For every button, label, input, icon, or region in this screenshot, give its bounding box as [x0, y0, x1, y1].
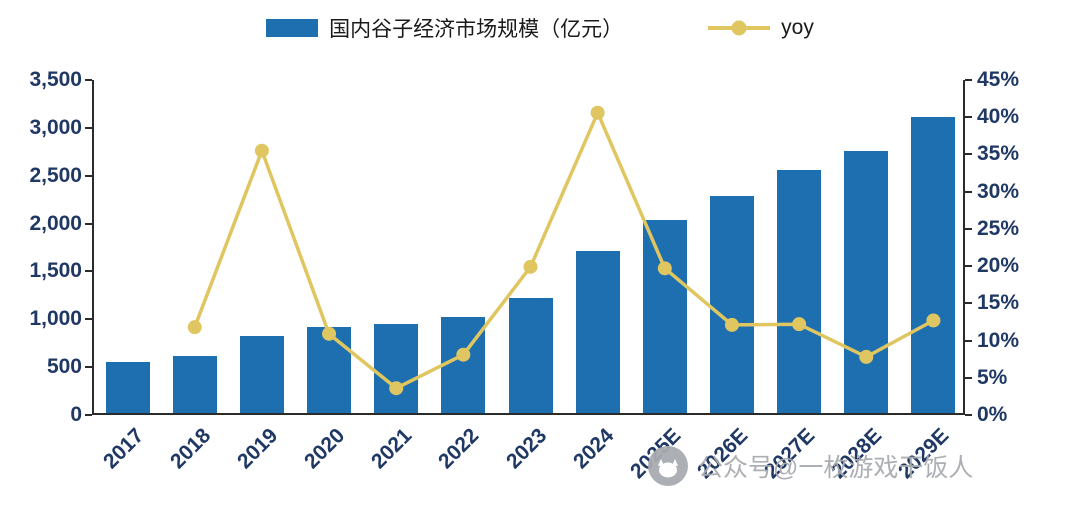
yoy-point-2019: [254, 143, 269, 158]
x-tick-label-2023: 2023: [501, 424, 551, 474]
yoy-line-series: [187, 105, 941, 396]
y-right-tick-label: 15%: [977, 291, 1020, 315]
x-tick-label-2019: 2019: [232, 424, 283, 474]
y-right-tick-label: 0%: [977, 403, 1008, 426]
y-left-tick-label: 3,500: [29, 68, 82, 91]
bar-2019: [239, 335, 284, 413]
y-left-tick-label: 0: [70, 403, 82, 426]
bar-2021: [374, 324, 419, 413]
bar-2027E: [777, 169, 822, 413]
y-left-tick-mark: [85, 366, 92, 369]
bar-2018: [172, 356, 217, 413]
bar-2026E: [709, 196, 754, 413]
bar-2017: [105, 362, 150, 413]
watermark: 公众号@一枚游戏干饭人: [648, 446, 973, 486]
yoy-point-2024: [590, 105, 605, 120]
bar-series: [94, 80, 963, 413]
y-right-tick-label: 20%: [977, 254, 1020, 278]
y-left-tick-label: 1,500: [29, 259, 82, 283]
y-left-tick-label: 500: [46, 355, 82, 379]
yoy-point-2021: [389, 381, 404, 396]
legend-line-swatch: [708, 20, 771, 36]
y-left-tick-mark: [85, 414, 92, 416]
y-left-tick-label: 2,500: [29, 163, 82, 187]
legend-line-marker-icon: [731, 20, 747, 36]
y-left-tick-label: 2,000: [29, 211, 82, 235]
y-right-tick-label: 45%: [977, 68, 1020, 91]
yoy-line-path: [193, 108, 935, 391]
y-left-tick-mark: [85, 174, 92, 177]
y-left-tick-mark: [85, 318, 92, 321]
bar-2020: [307, 327, 352, 413]
yoy-point-2026E: [724, 317, 739, 332]
yoy-point-2025E: [657, 261, 672, 276]
legend-line-label: yoy: [781, 16, 814, 39]
yoy-point-2023: [523, 259, 538, 274]
y-right-tick-label: 5%: [977, 365, 1008, 389]
y-right-tick-label: 40%: [977, 105, 1020, 129]
y-left-tick-label: 3,000: [29, 115, 82, 139]
watermark-text: 公众号@一枚游戏干饭人: [698, 454, 974, 482]
x-tick-label-2020: 2020: [299, 424, 350, 474]
legend-item-market-size: 国内谷子经济市场规模（亿元）: [266, 13, 623, 43]
legend-bar-label: 国内谷子经济市场规模（亿元）: [329, 18, 624, 41]
x-tick-label-2018: 2018: [165, 424, 215, 474]
legend-item-yoy: yoy: [708, 16, 814, 40]
bar-2024: [575, 251, 620, 413]
y-left-tick-mark: [85, 270, 92, 273]
legend-bar-swatch: [266, 19, 319, 37]
y-right-tick-label: 35%: [977, 142, 1020, 166]
x-tick-label-2024: 2024: [568, 424, 618, 474]
yoy-point-2018: [187, 320, 202, 335]
yoy-point-2022: [456, 347, 471, 362]
plot-area: [92, 80, 965, 415]
y-left-tick-mark: [85, 79, 92, 81]
y-right-tick-label: 30%: [977, 179, 1020, 203]
yoy-point-2027E: [792, 317, 807, 332]
y-right-tick-label: 25%: [977, 216, 1020, 240]
y-left-tick-mark: [85, 126, 92, 129]
y-left-tick-mark: [85, 222, 92, 225]
bar-2025E: [642, 219, 687, 413]
y-left-tick-label: 1,000: [29, 307, 82, 331]
watermark-avatar-icon: [648, 446, 688, 486]
yoy-point-2020: [322, 326, 337, 341]
bar-2028E: [844, 150, 889, 413]
yoy-point-2028E: [859, 349, 874, 364]
bar-2029E: [911, 117, 956, 413]
x-tick-label-2021: 2021: [367, 424, 417, 474]
x-tick-label-2022: 2022: [434, 424, 484, 474]
yoy-point-2029E: [926, 313, 941, 328]
y-right-tick-label: 10%: [977, 328, 1020, 352]
x-tick-label-2017: 2017: [98, 424, 148, 474]
bar-2023: [508, 298, 553, 413]
legend: 国内谷子经济市场规模（亿元） yoy: [0, 13, 1080, 43]
